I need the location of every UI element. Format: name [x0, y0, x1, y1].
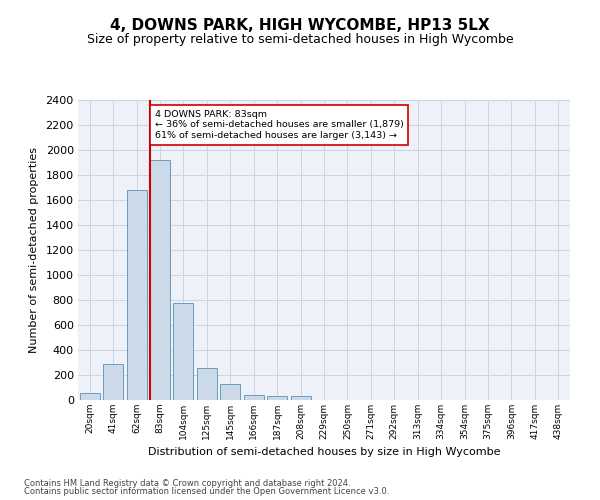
Bar	[103, 364, 123, 400]
Bar	[244, 395, 263, 400]
X-axis label: Distribution of semi-detached houses by size in High Wycombe: Distribution of semi-detached houses by …	[148, 448, 500, 458]
Bar	[173, 302, 193, 400]
Bar	[220, 384, 240, 400]
Y-axis label: Number of semi-detached properties: Number of semi-detached properties	[29, 147, 38, 353]
Text: 4 DOWNS PARK: 83sqm
← 36% of semi-detached houses are smaller (1,879)
61% of sem: 4 DOWNS PARK: 83sqm ← 36% of semi-detach…	[155, 110, 403, 140]
Bar	[80, 392, 100, 400]
Text: 4, DOWNS PARK, HIGH WYCOMBE, HP13 5LX: 4, DOWNS PARK, HIGH WYCOMBE, HP13 5LX	[110, 18, 490, 32]
Bar	[127, 190, 146, 400]
Text: Size of property relative to semi-detached houses in High Wycombe: Size of property relative to semi-detach…	[86, 32, 514, 46]
Bar	[290, 396, 311, 400]
Bar	[197, 368, 217, 400]
Text: Contains HM Land Registry data © Crown copyright and database right 2024.: Contains HM Land Registry data © Crown c…	[24, 478, 350, 488]
Bar	[150, 160, 170, 400]
Text: Contains public sector information licensed under the Open Government Licence v3: Contains public sector information licen…	[24, 487, 389, 496]
Bar	[267, 396, 287, 400]
